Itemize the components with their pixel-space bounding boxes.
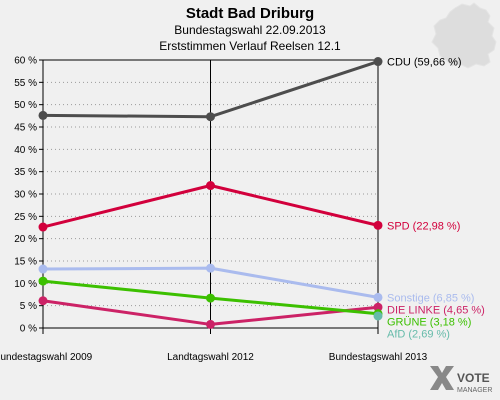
y-tick-label: 35 % [14, 167, 37, 178]
data-point [38, 110, 48, 120]
logo-text-vote: VOTE [457, 371, 490, 385]
y-tick-label: 45 % [14, 123, 37, 134]
chart-subtitle-2: Erststimmen Verlauf Reelsen 12.1 [159, 39, 341, 53]
data-point [206, 293, 215, 303]
germany-map-icon [431, 2, 497, 69]
grid [43, 59, 378, 329]
series-label: Sonstige (6,85 %) [387, 292, 474, 304]
y-tick-label: 50 % [14, 100, 37, 111]
data-point [206, 319, 215, 329]
data-point [38, 276, 48, 286]
y-tick-label: 55 % [14, 78, 37, 89]
data-point [373, 292, 383, 302]
y-tick-label: 10 % [14, 279, 37, 290]
logo-x-icon [430, 366, 454, 390]
series-afd [373, 311, 383, 321]
y-tick-label: 60 % [14, 56, 37, 67]
y-tick-label: 25 % [14, 212, 37, 223]
data-point [373, 311, 383, 321]
data-point [206, 112, 215, 122]
y-tick-label: 30 % [14, 190, 37, 201]
series-label: AfD (2,69 %) [387, 328, 450, 340]
y-tick-label: 15 % [14, 257, 37, 268]
series-label: GRÜNE (3,18 %) [387, 316, 471, 328]
chart-title: Stadt Bad Driburg [186, 5, 314, 22]
y-tick-label: 20 % [14, 234, 37, 245]
x-tick-label: Bundestagswahl 2009 [0, 352, 93, 363]
series-labels: CDU (59,66 %) SPD (22,98 %) Sonstige (6,85… [387, 57, 485, 341]
series-cdu [38, 57, 383, 122]
data-point [206, 181, 215, 191]
chart-subtitle-1: Bundestagswahl 22.09.2013 [174, 23, 326, 37]
logo-text-manager: MANAGER [457, 387, 492, 394]
y-tick-label: 5 % [20, 301, 37, 312]
series-die-linke [38, 296, 383, 329]
series-label: CDU (59,66 %) [387, 57, 462, 69]
data-point [373, 302, 383, 312]
x-tick-label: Bundestagswahl 2013 [329, 352, 428, 363]
series-spd [38, 181, 383, 232]
data-point [206, 263, 215, 273]
data-point [38, 264, 48, 274]
series-group [38, 57, 383, 329]
data-point [38, 296, 48, 306]
x-axis: Bundestagswahl 2009 Landtagswahl 2012 Bund… [0, 328, 428, 363]
y-tick-label: 40 % [14, 145, 37, 156]
votemanager-logo: VOTE MANAGER [430, 366, 492, 394]
data-point [373, 57, 383, 67]
series-label: DIE LINKE (4,65 %) [387, 304, 485, 316]
data-point [38, 222, 48, 232]
series-label: SPD (22,98 %) [387, 220, 460, 232]
y-axis: 0 % 5 % 10 % 15 % 20 % 25 % 30 % 35 % 40 % 45 % 50… [14, 56, 43, 335]
y-tick-label: 0 % [20, 324, 37, 335]
data-point [373, 220, 383, 230]
x-tick-label: Landtagswahl 2012 [167, 352, 254, 363]
series-sonstige [38, 263, 383, 302]
